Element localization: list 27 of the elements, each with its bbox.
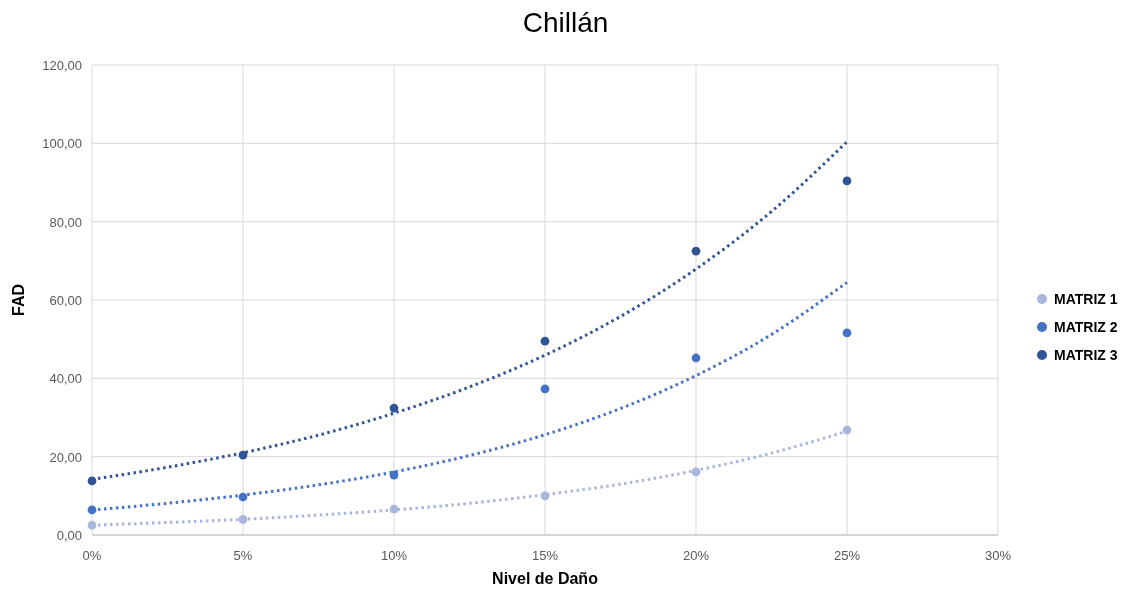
point bbox=[842, 176, 852, 186]
x-tick-label: 20% bbox=[682, 548, 710, 563]
x-tick-label: 15% bbox=[531, 548, 559, 563]
x-tick-label: 10% bbox=[380, 548, 408, 563]
point bbox=[691, 246, 701, 256]
legend-label: MATRIZ 1 bbox=[1054, 291, 1118, 307]
y-tick-label: 80,00 bbox=[49, 214, 82, 230]
x-tick-label: 30% bbox=[984, 548, 1012, 563]
legend-label: MATRIZ 2 bbox=[1054, 319, 1118, 335]
x-tick-label: 0% bbox=[82, 548, 102, 563]
y-tick-label: 60,00 bbox=[49, 293, 82, 308]
point bbox=[540, 384, 550, 394]
legend-label: MATRIZ 3 bbox=[1054, 347, 1118, 363]
y-tick-label: 40,00 bbox=[49, 371, 82, 387]
x-tick-label: 5% bbox=[233, 548, 253, 563]
y-tick-label: 100,00 bbox=[42, 136, 82, 152]
point bbox=[691, 353, 701, 363]
y-tick-label: 20,00 bbox=[49, 449, 82, 465]
y-axis-title: FAD bbox=[10, 284, 27, 316]
x-axis-title: Nivel de Daño bbox=[492, 570, 599, 587]
chart-title: Chillán bbox=[522, 7, 609, 38]
y-tick-label: 120,00 bbox=[42, 58, 82, 73]
y-tick-label: 0,00 bbox=[56, 528, 82, 543]
point bbox=[389, 403, 399, 413]
point bbox=[842, 328, 852, 338]
point bbox=[540, 336, 550, 346]
x-tick-label: 25% bbox=[833, 548, 861, 563]
